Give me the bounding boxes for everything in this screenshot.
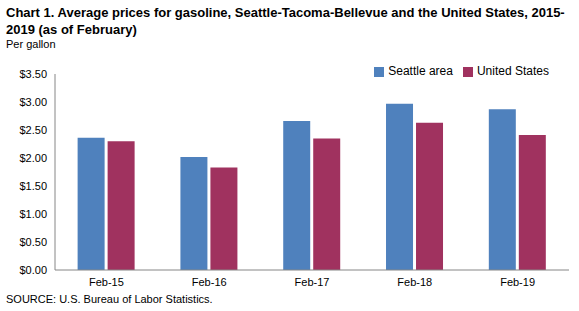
svg-text:Feb-16: Feb-16 [192, 276, 227, 288]
svg-text:Feb-19: Feb-19 [500, 276, 535, 288]
html-text:Seattle area: Seattle area [388, 64, 453, 78]
svg-text:$2.00: $2.00 [19, 152, 47, 164]
svg-text:$3.00: $3.00 [19, 96, 47, 108]
svg-text:$1.50: $1.50 [19, 180, 47, 192]
svg-text:$2.50: $2.50 [19, 124, 47, 136]
svg-text:$1.00: $1.00 [19, 208, 47, 220]
html-text:SOURCE: U.S. Bureau of Labor S: SOURCE: U.S. Bureau of Labor Statistics. [6, 293, 213, 305]
html-text:Per gallon: Per gallon [6, 38, 56, 50]
html-text:Chart 1. Average prices for ga: Chart 1. Average prices for gasoline, Se… [6, 5, 565, 37]
html-text:United States: United States [477, 64, 549, 78]
svg-text:$0.50: $0.50 [19, 236, 47, 248]
svg-text:Feb-15: Feb-15 [89, 276, 124, 288]
svg-text:Feb-18: Feb-18 [397, 276, 432, 288]
svg-text:$3.50: $3.50 [19, 68, 47, 80]
svg-text:Feb-17: Feb-17 [295, 276, 330, 288]
svg-text:$0.00: $0.00 [19, 264, 47, 276]
